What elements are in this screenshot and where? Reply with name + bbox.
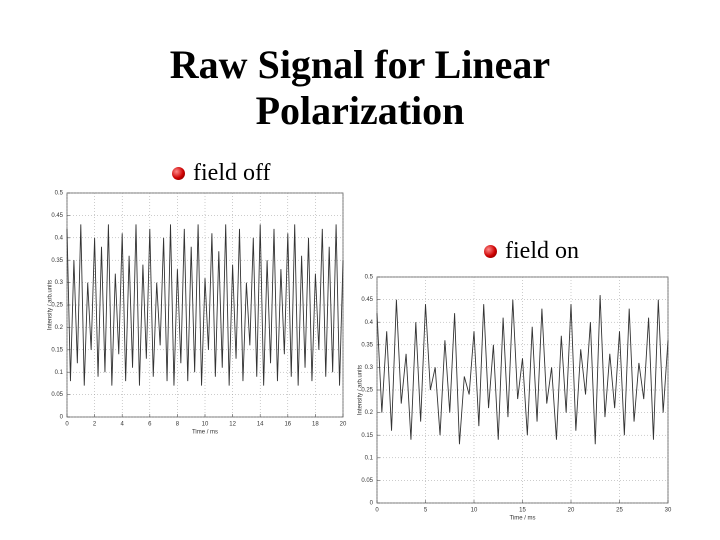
y-tick-label: 0.4 <box>365 320 374 326</box>
x-tick-label: 6 <box>148 422 152 428</box>
y-tick-label: 0.25 <box>361 388 373 394</box>
x-tick-label: 4 <box>121 422 125 428</box>
x-tick-label: 5 <box>424 508 428 514</box>
y-axis-label: Intensity / arb.units <box>48 280 54 330</box>
x-tick-label: 25 <box>616 508 623 514</box>
signal-line <box>376 295 669 445</box>
y-tick-label: 0.5 <box>365 275 374 281</box>
y-tick-label: 0.1 <box>55 370 64 376</box>
y-tick-label: 0.2 <box>365 410 374 416</box>
y-tick-label: 0.1 <box>365 455 374 461</box>
x-tick-label: 8 <box>176 422 180 428</box>
x-axis-label: Time / ms <box>192 430 218 436</box>
y-tick-label: 0.05 <box>361 478 373 484</box>
bullet: field on <box>484 238 579 265</box>
x-tick-label: 16 <box>284 422 291 428</box>
x-axis-label: Time / ms <box>509 516 535 522</box>
bullet-text: field off <box>193 160 271 186</box>
y-tick-label: 0.3 <box>365 365 374 371</box>
x-tick-label: 12 <box>229 422 236 428</box>
y-tick-label: 0.3 <box>55 280 64 286</box>
y-tick-label: 0.35 <box>361 342 373 348</box>
x-tick-label: 10 <box>471 508 478 514</box>
y-tick-label: 0.45 <box>361 297 373 303</box>
bullet: field off <box>172 160 271 187</box>
y-tick-label: 0.05 <box>51 392 63 398</box>
y-tick-label: 0.35 <box>51 258 63 264</box>
y-tick-label: 0.15 <box>361 433 373 439</box>
y-tick-label: 0.2 <box>55 325 64 331</box>
y-tick-label: 0.45 <box>51 213 63 219</box>
y-tick-label: 0.5 <box>55 191 64 197</box>
signal-line <box>66 224 344 386</box>
bullet-text: field on <box>505 238 579 264</box>
x-tick-label: 30 <box>665 508 672 514</box>
x-tick-label: 20 <box>340 422 347 428</box>
x-tick-label: 14 <box>257 422 264 428</box>
y-tick-label: 0.25 <box>51 303 63 309</box>
x-tick-label: 15 <box>519 508 526 514</box>
x-tick-label: 18 <box>312 422 319 428</box>
bullet-icon <box>172 167 185 180</box>
bullet-icon <box>484 245 497 258</box>
x-tick-label: 20 <box>568 508 575 514</box>
y-tick-label: 0.15 <box>51 347 63 353</box>
slide-title: Raw Signal for Linear Polarization <box>169 42 551 133</box>
x-tick-label: 0 <box>65 422 69 428</box>
y-tick-label: 0 <box>60 415 64 421</box>
x-tick-label: 10 <box>202 422 209 428</box>
x-tick-label: 0 <box>375 508 379 514</box>
y-tick-label: 0.4 <box>55 235 64 241</box>
x-tick-label: 2 <box>93 422 97 428</box>
y-axis-label: Intensity / arb.units <box>358 365 364 415</box>
y-tick-label: 0 <box>370 501 374 507</box>
